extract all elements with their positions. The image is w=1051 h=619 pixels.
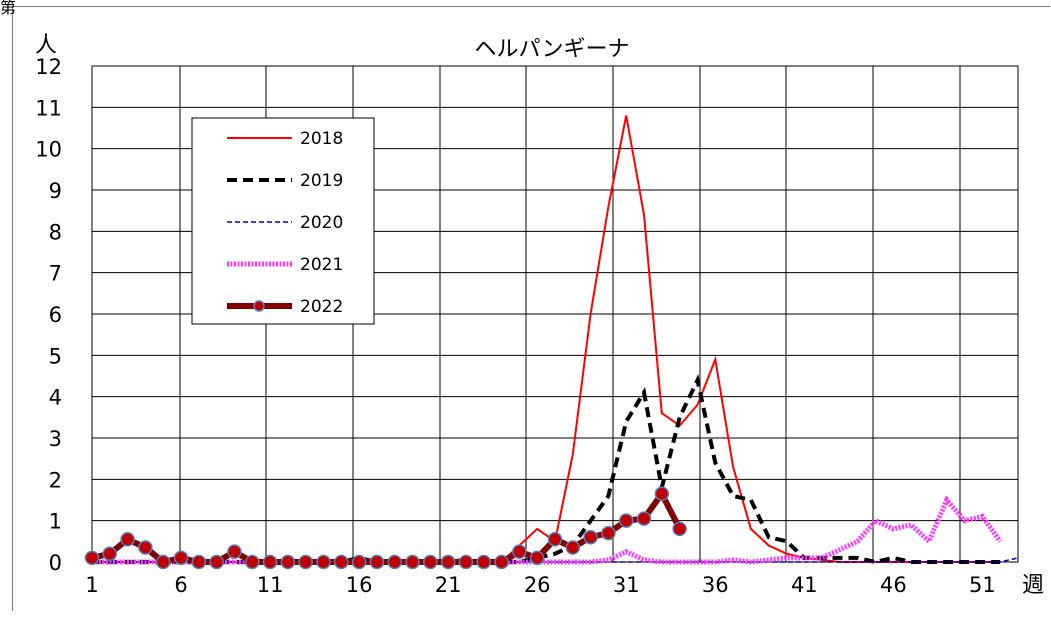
- legend-label-2021: 2021: [300, 255, 343, 275]
- data-point-2022: [245, 554, 260, 570]
- x-tick-label: 46: [880, 573, 907, 597]
- data-point-2022: [565, 540, 581, 555]
- data-point-2022: [529, 550, 545, 566]
- series-layer: [84, 115, 1019, 570]
- data-point-2022: [583, 529, 598, 545]
- y-tick-label: 6: [49, 303, 62, 327]
- data-point-2022: [512, 544, 527, 559]
- data-point-2022: [334, 554, 349, 570]
- data-point-2022: [191, 554, 207, 570]
- data-point-2022: [405, 554, 420, 570]
- y-tick-label: 7: [49, 262, 62, 286]
- legend-box: [191, 117, 375, 325]
- x-tick-label: 6: [174, 573, 187, 597]
- x-tick-label: 1: [85, 573, 98, 597]
- x-tick-label: 36: [702, 573, 729, 597]
- data-point-2022: [351, 554, 367, 570]
- series-2021: [92, 495, 1003, 565]
- data-point-2022: [120, 532, 135, 547]
- legend-marker-2022: [253, 300, 265, 312]
- data-point-2022: [102, 546, 118, 561]
- legend-label-2020: 2020: [300, 213, 343, 233]
- data-point-2022: [84, 550, 100, 566]
- corner-label: 第: [0, 0, 17, 17]
- x-tick-label: 31: [613, 573, 640, 597]
- data-point-2022: [227, 544, 242, 559]
- y-tick-label: 2: [49, 468, 62, 492]
- data-point-2022: [423, 554, 438, 570]
- y-tick-label: 5: [49, 344, 62, 368]
- legend-label-2019: 2019: [300, 171, 343, 191]
- legend-label-2022: 2022: [300, 297, 343, 317]
- y-tick-label: 8: [49, 220, 62, 244]
- y-tick-label: 12: [35, 55, 62, 79]
- chart-frame: [12, 6, 1050, 611]
- data-point-2022: [458, 554, 474, 570]
- y-tick-label: 4: [49, 386, 62, 410]
- data-point-2022: [173, 550, 189, 566]
- x-tick-label: 41: [791, 573, 818, 597]
- series-2022: [84, 486, 687, 570]
- data-point-2022: [672, 521, 687, 537]
- y-tick-label: 9: [49, 179, 62, 203]
- x-tick-label: 16: [346, 573, 373, 597]
- data-point-2022: [138, 540, 153, 555]
- data-point-2022: [316, 554, 331, 570]
- x-tick-label: 21: [435, 573, 462, 597]
- data-point-2022: [280, 554, 296, 570]
- chart-title: ヘルパンギーナ: [474, 37, 629, 62]
- data-point-2022: [601, 525, 616, 541]
- legend-label-2018: 2018: [300, 129, 343, 149]
- x-tick-label: 51: [969, 573, 996, 597]
- data-point-2022: [440, 554, 456, 570]
- data-point-2022: [262, 554, 278, 570]
- data-point-2022: [387, 554, 402, 570]
- data-point-2022: [494, 554, 509, 570]
- data-point-2022: [618, 513, 634, 528]
- x-tick-label: 11: [257, 573, 284, 597]
- data-point-2022: [547, 532, 563, 547]
- data-point-2022: [654, 486, 670, 502]
- series-line-2022: [91, 490, 683, 565]
- data-point-2022: [209, 554, 224, 570]
- data-point-2022: [298, 554, 313, 570]
- y-tick-label: 10: [35, 138, 62, 162]
- y-axis-label: 人: [35, 33, 57, 58]
- x-tick-label: 26: [524, 573, 551, 597]
- x-axis-label: 週: [1022, 573, 1044, 598]
- data-point-2022: [369, 554, 385, 570]
- legend: 2018 2019 2020 2021 2022: [191, 117, 375, 325]
- y-tick-label: 11: [35, 96, 62, 120]
- y-tick-label: 3: [49, 427, 62, 451]
- y-tick-label: 0: [49, 551, 62, 575]
- data-point-2022: [636, 511, 652, 526]
- data-point-2022: [476, 554, 492, 570]
- series-line-2021: [92, 495, 1003, 565]
- data-point-2022: [155, 554, 171, 570]
- y-tick-label: 1: [49, 510, 62, 534]
